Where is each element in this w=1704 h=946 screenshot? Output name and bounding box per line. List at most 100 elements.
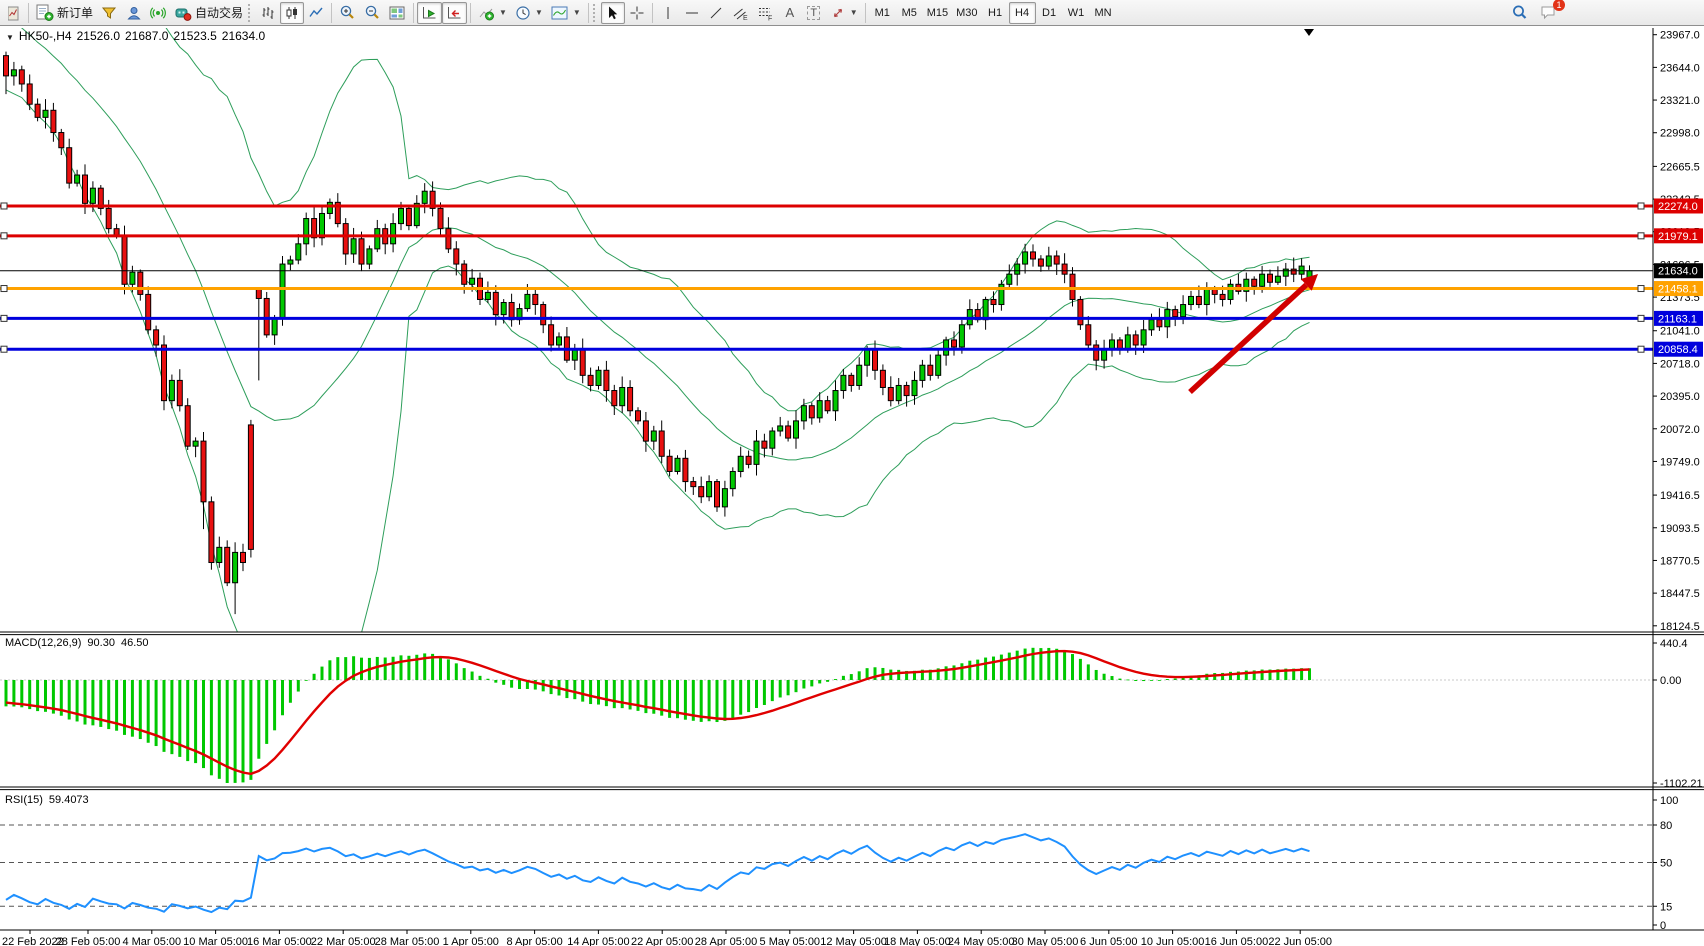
- add-indicator-button[interactable]: ▼: [474, 2, 511, 24]
- profile-button[interactable]: [122, 2, 146, 24]
- line-endpoint-marker[interactable]: [1637, 202, 1645, 210]
- chart-bars-button[interactable]: [256, 2, 280, 24]
- chart-candles-button[interactable]: [280, 1, 305, 24]
- trend-arrow-shaft[interactable]: [1188, 282, 1309, 395]
- cursor-tool-button[interactable]: [600, 1, 625, 24]
- chart-shift-button[interactable]: [442, 1, 468, 24]
- macd-histogram-bar: [865, 668, 869, 680]
- macd-histogram-bar: [407, 655, 411, 680]
- candle-body: [1195, 295, 1202, 306]
- search-button[interactable]: [1507, 2, 1532, 24]
- candle-body: [1203, 288, 1210, 306]
- arrows-tool-button[interactable]: ▼: [826, 2, 862, 24]
- candle-body: [224, 546, 231, 584]
- timeframe-button-mn[interactable]: MN: [1090, 2, 1117, 24]
- toolbar-grip: [592, 3, 598, 22]
- trendline-tool-button[interactable]: [704, 2, 728, 24]
- candle-body: [192, 440, 199, 447]
- line-endpoint-marker[interactable]: [1637, 314, 1645, 322]
- chart-area[interactable]: 23967.023644.023321.022998.022665.522342…: [0, 26, 1704, 946]
- candle-body: [911, 379, 918, 397]
- line-endpoint-marker[interactable]: [1637, 345, 1645, 353]
- separator: [651, 2, 653, 23]
- price-axis[interactable]: 23967.023644.023321.022998.022665.522342…: [1653, 30, 1703, 633]
- candle-body: [832, 390, 839, 412]
- line-endpoint-marker[interactable]: [0, 232, 8, 240]
- signal-icon: [150, 6, 166, 19]
- candle-body: [1172, 309, 1179, 318]
- timeframe-button-m1[interactable]: M1: [869, 2, 896, 24]
- period-button[interactable]: ▼: [511, 2, 547, 24]
- crosshair-tool-button[interactable]: [625, 2, 649, 24]
- candle-body: [429, 190, 436, 209]
- macd-histogram-bar: [707, 680, 711, 722]
- bb-upper-band: [165, 28, 1310, 412]
- autotrade-button[interactable]: 自动交易: [170, 2, 247, 24]
- timeframe-button-m15[interactable]: M15: [923, 2, 952, 24]
- macd-histogram-bar: [1165, 679, 1169, 680]
- time-tick-label: 22 Mar 05:00: [311, 936, 376, 946]
- time-tick-label: 28 Feb 05:00: [56, 936, 121, 946]
- fibonacci-tool-button[interactable]: F: [753, 2, 778, 24]
- tile-windows-button[interactable]: [385, 2, 410, 24]
- candle-body: [1251, 278, 1258, 287]
- chart-shift-triangle[interactable]: [1304, 29, 1314, 36]
- timeframe-button-m5[interactable]: M5: [896, 2, 923, 24]
- macd-histogram-bar: [1142, 680, 1146, 682]
- candle-body: [1085, 324, 1092, 346]
- macd-histogram-bar: [439, 655, 442, 680]
- candle-body: [595, 369, 602, 386]
- chart-title-low: 21523.5: [173, 29, 217, 43]
- candle-body: [627, 386, 634, 412]
- line-endpoint-marker[interactable]: [0, 202, 8, 210]
- price-label-box: [1654, 263, 1703, 279]
- collapse-triangle-icon[interactable]: ▼: [6, 33, 14, 42]
- signal-button[interactable]: [146, 2, 170, 24]
- timeframe-button-d1[interactable]: D1: [1036, 2, 1063, 24]
- candle-body: [1061, 263, 1068, 275]
- template-button[interactable]: ▼: [547, 2, 585, 24]
- horizontal-level-lines[interactable]: [0, 202, 1653, 353]
- text-tool-button[interactable]: A: [778, 2, 802, 24]
- horizontal-line-tool-button[interactable]: [680, 2, 704, 24]
- line-endpoint-marker[interactable]: [1637, 232, 1645, 240]
- candle-body: [366, 248, 373, 265]
- candle-body: [777, 425, 784, 432]
- macd-histogram-bar: [644, 680, 648, 714]
- macd-histogram-bar: [162, 680, 166, 752]
- chart-line-button[interactable]: [304, 2, 328, 24]
- candle-body: [721, 488, 728, 508]
- macd-histogram-bar: [59, 680, 63, 716]
- line-endpoint-marker[interactable]: [0, 314, 8, 322]
- macd-histogram-bar: [107, 680, 111, 730]
- trend-arrow-head[interactable]: [1300, 274, 1318, 291]
- candle-body: [1093, 344, 1100, 361]
- zoom-out-button[interactable]: [360, 2, 385, 24]
- candle-body: [887, 386, 894, 402]
- timeframe-button-m30[interactable]: M30: [952, 2, 981, 24]
- timeframe-button-h1[interactable]: H1: [982, 2, 1009, 24]
- text-label-tool-button[interactable]: T: [802, 2, 826, 24]
- zoom-in-button[interactable]: [335, 2, 360, 24]
- app-chart-button[interactable]: [1, 2, 25, 24]
- auto-scroll-button[interactable]: [417, 1, 443, 24]
- trend-arrow[interactable]: [1188, 274, 1318, 395]
- macd-histogram-bar: [968, 660, 972, 680]
- new-order-button[interactable]: 新订单: [32, 2, 97, 24]
- line-endpoint-marker[interactable]: [0, 345, 8, 353]
- bollinger-bands: [5, 28, 1310, 632]
- line-endpoint-marker[interactable]: [0, 285, 8, 293]
- timeframe-button-h4[interactable]: H4: [1008, 1, 1036, 24]
- macd-histogram-bar: [1007, 652, 1011, 680]
- channel-tool-button[interactable]: E: [728, 2, 753, 24]
- macd-histogram-bar: [999, 654, 1003, 680]
- line-endpoint-marker[interactable]: [1637, 285, 1645, 293]
- timeframe-button-w1[interactable]: W1: [1063, 2, 1090, 24]
- quotes-button[interactable]: [97, 2, 122, 24]
- candle-body: [571, 349, 578, 361]
- vertical-line-tool-button[interactable]: [656, 2, 680, 24]
- rsi-tick-label: 0: [1660, 920, 1666, 932]
- candle-body: [556, 336, 562, 346]
- notifications-button[interactable]: 1: [1536, 0, 1565, 24]
